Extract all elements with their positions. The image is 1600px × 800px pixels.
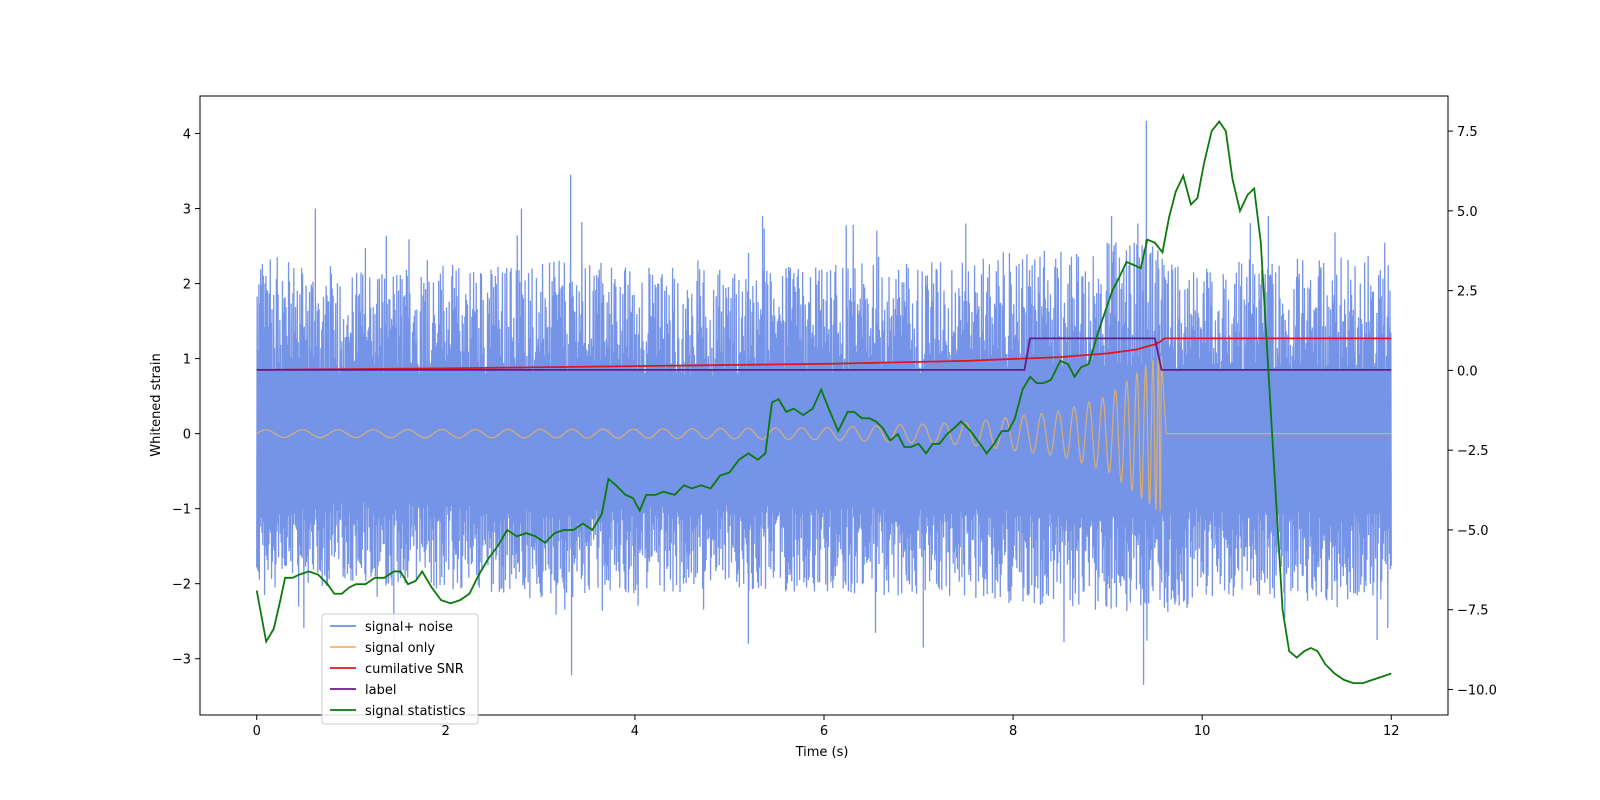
x-tick-label: 6 bbox=[820, 724, 828, 739]
y-axis-right: −10.0 −7.5 −5.0 −2.5 0.0 2.5 5.0 7.5 bbox=[1448, 125, 1497, 698]
x-tick-label: 8 bbox=[1009, 724, 1017, 739]
x-tick-label: 12 bbox=[1383, 724, 1400, 739]
legend-label-signal-only: signal only bbox=[365, 641, 435, 656]
series-signal-statistics-line bbox=[255, 120, 1392, 684]
y-tick-label: −1 bbox=[172, 503, 191, 518]
y-axis-label: Whitened strain bbox=[149, 353, 164, 456]
legend: signal+ noise signal only cumilative SNR la… bbox=[321, 613, 479, 725]
y-tick-label: 0 bbox=[183, 428, 191, 443]
y2-tick-label: 0.0 bbox=[1457, 364, 1478, 379]
series-cumulative-snr-line bbox=[256, 337, 1392, 371]
x-tick-label: 2 bbox=[442, 724, 450, 739]
y2-tick-label: −10.0 bbox=[1457, 683, 1497, 698]
y2-tick-label: −7.5 bbox=[1457, 604, 1489, 619]
y2-tick-label: 5.0 bbox=[1457, 205, 1478, 220]
x-tick-label: 0 bbox=[253, 724, 261, 739]
y2-tick-label: −5.0 bbox=[1457, 524, 1489, 539]
x-tick-label: 10 bbox=[1194, 724, 1211, 739]
y-tick-label: −3 bbox=[172, 653, 191, 668]
legend-label-label: label bbox=[365, 683, 396, 698]
legend-label-cumulative-snr: cumilative SNR bbox=[365, 662, 464, 677]
y-tick-label: 2 bbox=[183, 278, 191, 293]
legend-label-signal-statistics: signal statistics bbox=[365, 704, 466, 719]
y2-tick-label: 7.5 bbox=[1457, 125, 1478, 140]
x-axis-label: Time (s) bbox=[795, 745, 849, 760]
y-axis-left: −3 −2 −1 0 1 2 3 4 bbox=[172, 128, 200, 668]
legend-label-signal-noise: signal+ noise bbox=[365, 620, 453, 635]
y-tick-label: 4 bbox=[183, 128, 191, 143]
y2-tick-label: −2.5 bbox=[1457, 444, 1489, 459]
x-axis: 0 2 4 6 8 10 12 bbox=[253, 715, 1400, 739]
legend-box bbox=[321, 613, 479, 725]
y-tick-label: 1 bbox=[183, 353, 191, 368]
series-signal-noise-line bbox=[256, 120, 1392, 685]
series-layer bbox=[255, 120, 1392, 685]
y-tick-label: −2 bbox=[172, 578, 191, 593]
series-label-line bbox=[256, 337, 1392, 371]
series-signal-only-line bbox=[256, 355, 1392, 512]
y2-tick-label: 2.5 bbox=[1457, 285, 1478, 300]
y-tick-label: 3 bbox=[183, 203, 191, 218]
x-tick-label: 4 bbox=[631, 724, 639, 739]
